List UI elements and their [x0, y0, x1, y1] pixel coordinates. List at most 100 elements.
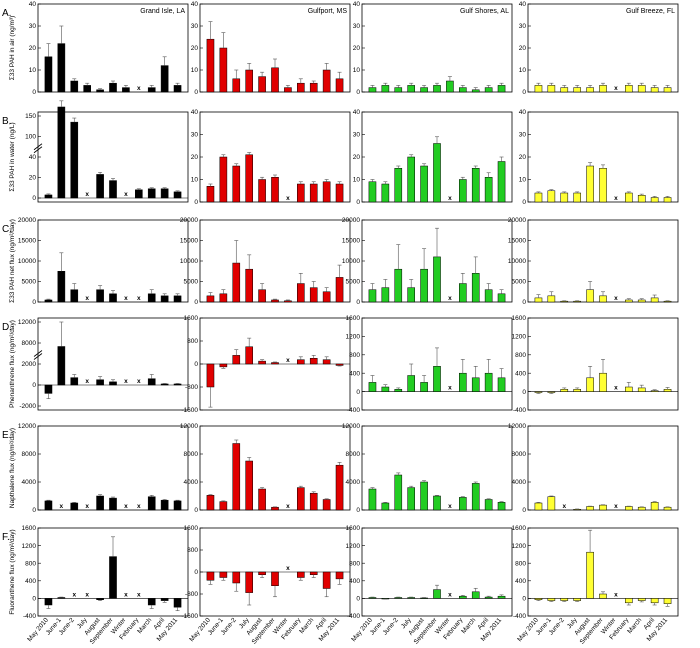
bar-may-2010	[44, 299, 53, 303]
bar-march	[147, 496, 156, 511]
bar-march	[471, 273, 480, 303]
bar-july	[407, 85, 415, 93]
bar-september	[599, 168, 607, 203]
bar-september	[109, 82, 117, 93]
axis-break-mark	[33, 146, 43, 154]
y-tick-label: 20	[191, 154, 199, 161]
y-tick-label: 20	[29, 175, 37, 182]
bar-september	[599, 593, 607, 599]
bar-september	[109, 497, 117, 511]
bar-june-1	[547, 190, 556, 203]
bar-june-1	[381, 386, 390, 392]
bar-august	[96, 495, 104, 511]
bar-june-2	[70, 289, 79, 303]
bar-april	[650, 598, 659, 604]
bar-june-1	[381, 85, 390, 93]
panel-D-4: -400 0 400 800 1200 1600 x	[512, 315, 679, 414]
panel-C-3: 0 5000 10000 15000 20000 x	[342, 217, 513, 306]
missing-marker: x	[614, 85, 618, 92]
row-label-0: A.	[2, 8, 11, 19]
bar-april	[484, 289, 493, 303]
y-tick-label: -400	[513, 407, 526, 414]
bar-april	[322, 571, 331, 589]
bar-june-2	[560, 87, 569, 93]
bar-august	[420, 382, 428, 392]
bar-may-2010	[44, 194, 53, 199]
y-tick-label: 0	[522, 507, 526, 514]
bar-february	[297, 359, 305, 365]
bar-june-2	[394, 389, 403, 392]
bar-april	[322, 181, 331, 203]
bar-may-2011	[173, 500, 182, 511]
missing-marker: x	[85, 503, 89, 510]
bar-march	[471, 483, 480, 511]
axis-break-mark	[33, 353, 43, 360]
y-tick-label: 10000	[180, 258, 198, 265]
bar-may-2010	[44, 598, 53, 606]
y-tick-label: 10000	[18, 258, 36, 265]
bar-august	[96, 174, 104, 199]
bar-june-1	[57, 106, 66, 199]
bar-june-1	[57, 597, 66, 599]
x-tick-label: March	[298, 616, 315, 635]
y-tick-label: 30	[29, 23, 37, 30]
y-tick-label: 800	[25, 560, 36, 567]
bar-july	[407, 156, 415, 203]
bar-may-2011	[663, 300, 672, 303]
missing-marker: x	[124, 191, 128, 198]
y-tick-label: 800	[187, 547, 198, 554]
bar-april	[650, 197, 659, 203]
bar-april	[160, 188, 169, 199]
y-axis-label: Phenanthrene flux (ng/m²/day)	[9, 320, 16, 408]
y-axis-label: Fluoranthene flux (ng/m²/day)	[9, 529, 16, 614]
panel-B-3: 0 10 20 30 40 x	[353, 109, 513, 206]
panel-B-1: 0 20 40 100 150 Σ33 PAH in water (ng/L) x x	[9, 100, 189, 203]
bar-may-2010	[44, 384, 53, 394]
y-tick-label: 1600	[346, 315, 361, 322]
y-tick-label: 40	[191, 1, 199, 8]
bar-may-2010	[534, 391, 543, 393]
bar-september	[433, 85, 441, 93]
bar-july	[407, 375, 415, 392]
y-tick-label: 1200	[512, 543, 527, 550]
missing-marker: x	[72, 591, 76, 598]
y-tick-label: 0	[194, 507, 198, 514]
missing-marker: x	[286, 503, 290, 510]
row-label-1: B.	[2, 116, 11, 127]
bar-july	[245, 460, 253, 511]
missing-marker: x	[562, 503, 566, 510]
y-tick-label: 5000	[184, 279, 199, 286]
bar-june-1	[219, 363, 228, 368]
y-tick-label: 10000	[342, 258, 360, 265]
bar-september	[599, 504, 607, 511]
bar-june-2	[232, 165, 241, 203]
y-axis-label: Σ33 PAH net flux (ng/m²/day)	[9, 219, 16, 303]
bar-june-1	[219, 293, 228, 303]
bar-june-2	[232, 78, 241, 93]
row-label-2: C.	[2, 224, 12, 235]
y-tick-label: 0	[356, 389, 360, 396]
bar-march	[637, 387, 646, 392]
y-tick-label: 1600	[184, 315, 199, 322]
bar-march	[147, 293, 156, 303]
bar-may-2010	[206, 38, 215, 93]
y-tick-label: 10	[191, 67, 199, 74]
panel-frame	[527, 219, 679, 303]
bar-april	[484, 596, 493, 599]
panel-A-4: Gulf Breeze, FL 0 10 20 30 40 x	[519, 1, 679, 96]
panel-F-1: -400 0 400 800 1200 1600 Fluoranthene flux (ng…	[9, 525, 189, 646]
y-tick-label: 40	[353, 109, 361, 116]
bar-may-2010	[368, 181, 377, 203]
y-tick-label: -1600	[181, 407, 198, 414]
y-tick-label: 8000	[22, 340, 37, 347]
bar-march	[471, 377, 480, 392]
y-tick-label: 2000	[22, 361, 37, 368]
panel-E-3: 0 4000 8000 12000 x	[342, 423, 513, 514]
bar-june-1	[547, 295, 556, 303]
y-axis-label: Napthalene flux (ng/m²/day)	[9, 428, 16, 508]
bar-may-2011	[335, 78, 344, 93]
y-tick-label: 4000	[184, 479, 199, 486]
missing-marker: x	[448, 295, 452, 302]
